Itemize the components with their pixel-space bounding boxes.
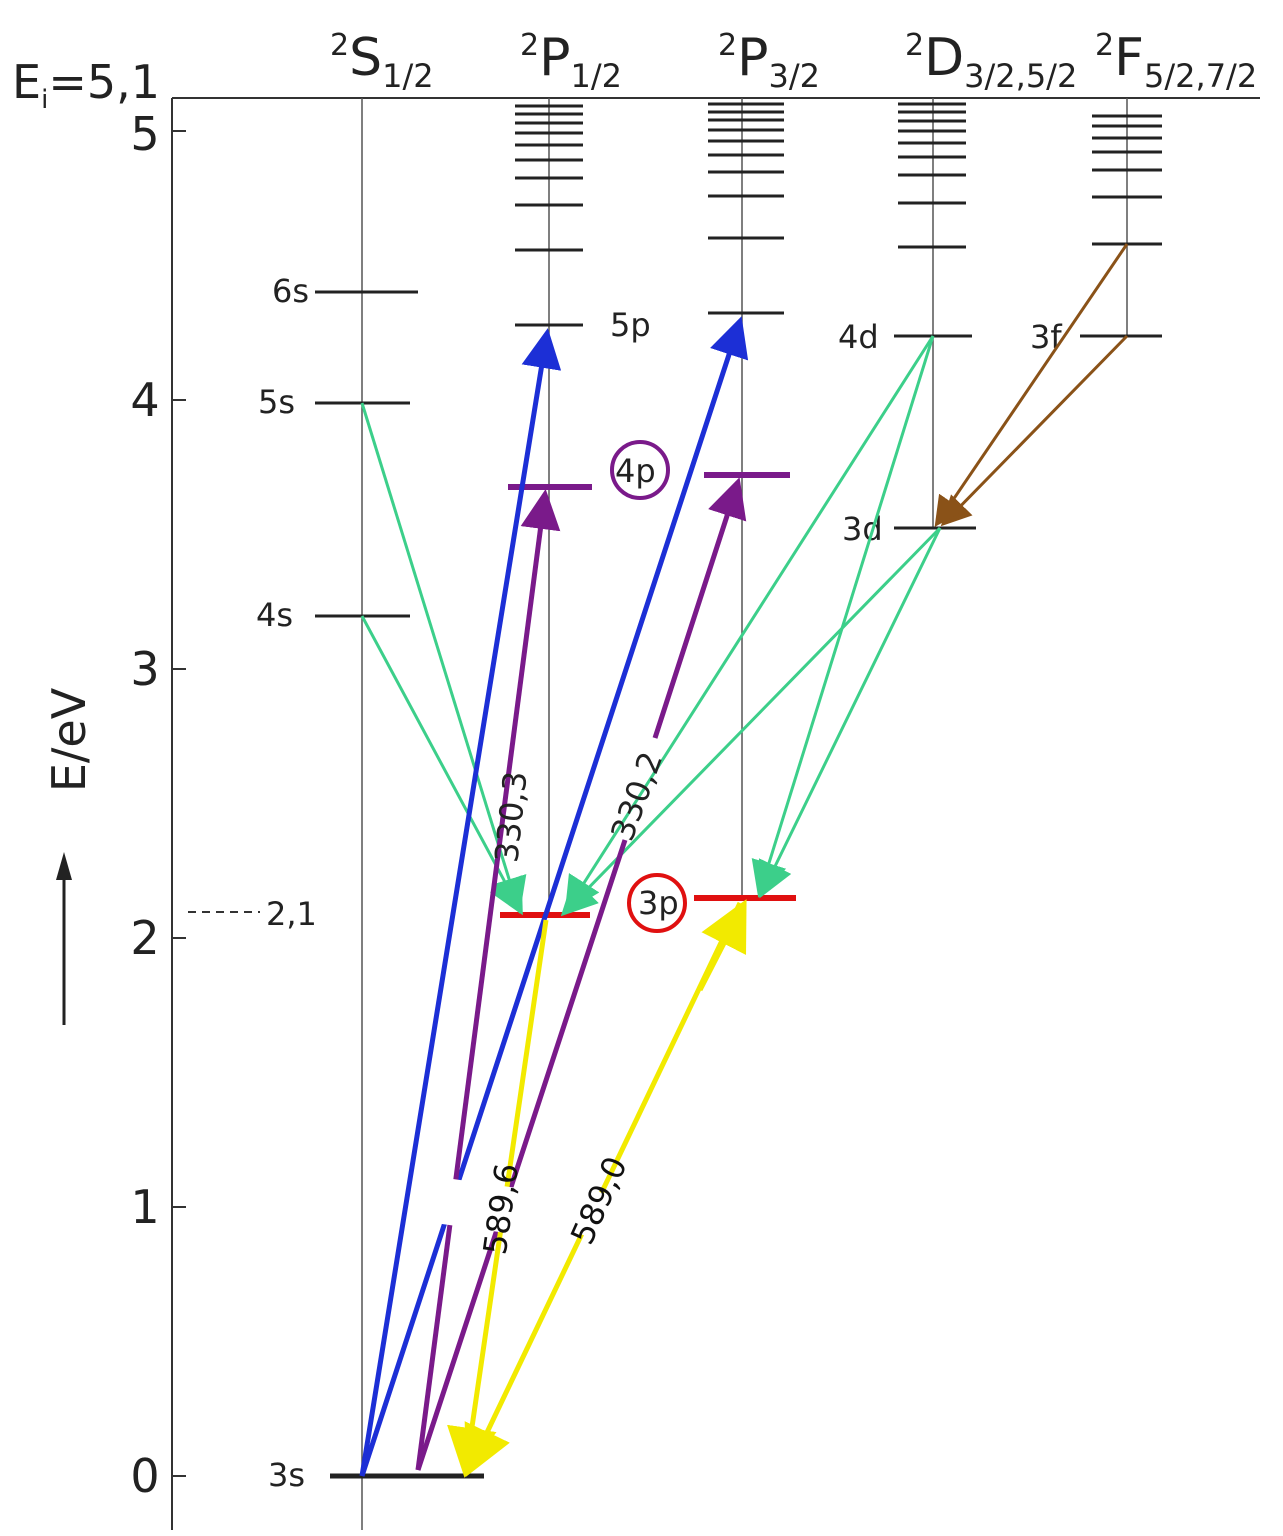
label-3p: 3p bbox=[638, 884, 679, 922]
brown-transitions bbox=[934, 243, 1129, 527]
term-2P32: 2P3/2 bbox=[718, 28, 820, 95]
tick-label-1: 1 bbox=[130, 1180, 159, 1234]
label-4p: 4p bbox=[615, 452, 656, 490]
transition-3d-3p32 bbox=[758, 527, 942, 899]
wavelength-330-3: 330,3 bbox=[487, 769, 534, 864]
p32-rydberg-levels bbox=[708, 102, 784, 240]
label-589-0-group: 589,0 bbox=[532, 1151, 659, 1261]
tick-label-4: 4 bbox=[130, 373, 159, 427]
wavelength-330-2: 330,2 bbox=[603, 747, 670, 846]
label-330-3-group: 330,3 bbox=[487, 769, 534, 864]
transition-3f-3d bbox=[940, 334, 1129, 527]
transition-3s-5p12 bbox=[359, 328, 562, 1477]
purple-transitions bbox=[415, 477, 747, 1471]
axis-ticks bbox=[172, 130, 186, 1477]
label-5s: 5s bbox=[258, 383, 295, 421]
term-2S: 2S1/2 bbox=[330, 28, 434, 95]
transition-3d-3p12 bbox=[560, 526, 942, 917]
tick-label-5: 5 bbox=[130, 107, 159, 161]
ionization-label: Ei=5,1 bbox=[12, 55, 160, 115]
axis-arrowhead-icon bbox=[56, 852, 72, 880]
highlight-circle-3p bbox=[627, 873, 687, 933]
transition-3s-3p32-head bbox=[697, 899, 747, 992]
threshold-label: 2,1 bbox=[266, 895, 317, 933]
transition-4d-3p32 bbox=[751, 335, 935, 898]
transition-5s-3p bbox=[360, 402, 527, 914]
label-6s: 6s bbox=[272, 272, 309, 310]
transition-3s-4p12 bbox=[415, 489, 561, 1471]
green-transitions bbox=[360, 335, 942, 917]
axis-tick-labels: 0 1 2 3 4 5 bbox=[130, 107, 159, 1503]
transition-4d-3p12 bbox=[564, 335, 935, 914]
axis-title: E/eV bbox=[42, 687, 96, 792]
wavelength-589-6: 589,6 bbox=[476, 1161, 526, 1257]
tick-label-3: 3 bbox=[130, 642, 159, 696]
blue-transitions bbox=[359, 316, 749, 1477]
term-2F: 2F5/2,7/2 bbox=[1095, 28, 1257, 95]
transition-3s-5p32 bbox=[359, 316, 749, 1477]
transition-4s-3p bbox=[360, 615, 523, 916]
transition-3p32-3s bbox=[464, 901, 743, 1478]
label-4s: 4s bbox=[256, 596, 293, 634]
label-3f: 3f bbox=[1030, 318, 1062, 356]
term-2D: 2D3/2,5/2 bbox=[905, 28, 1077, 95]
tick-label-2: 2 bbox=[130, 911, 159, 965]
label-4d: 4d bbox=[838, 318, 879, 356]
highlight-circle-4p bbox=[610, 440, 670, 500]
label-330-2-group: 330,2 bbox=[603, 747, 670, 846]
d-rydberg-levels bbox=[898, 102, 966, 249]
transition-3s-4p32-upper bbox=[652, 477, 747, 739]
label-5p: 5p bbox=[610, 306, 651, 344]
transition-4f-3d bbox=[934, 243, 1129, 527]
transition-3s-4p32-lower bbox=[415, 839, 628, 1471]
term-2P12: 2P1/2 bbox=[520, 28, 622, 95]
p12-rydberg-levels bbox=[515, 104, 583, 252]
tick-label-0: 0 bbox=[130, 1449, 159, 1503]
label-3s: 3s bbox=[268, 1456, 305, 1494]
